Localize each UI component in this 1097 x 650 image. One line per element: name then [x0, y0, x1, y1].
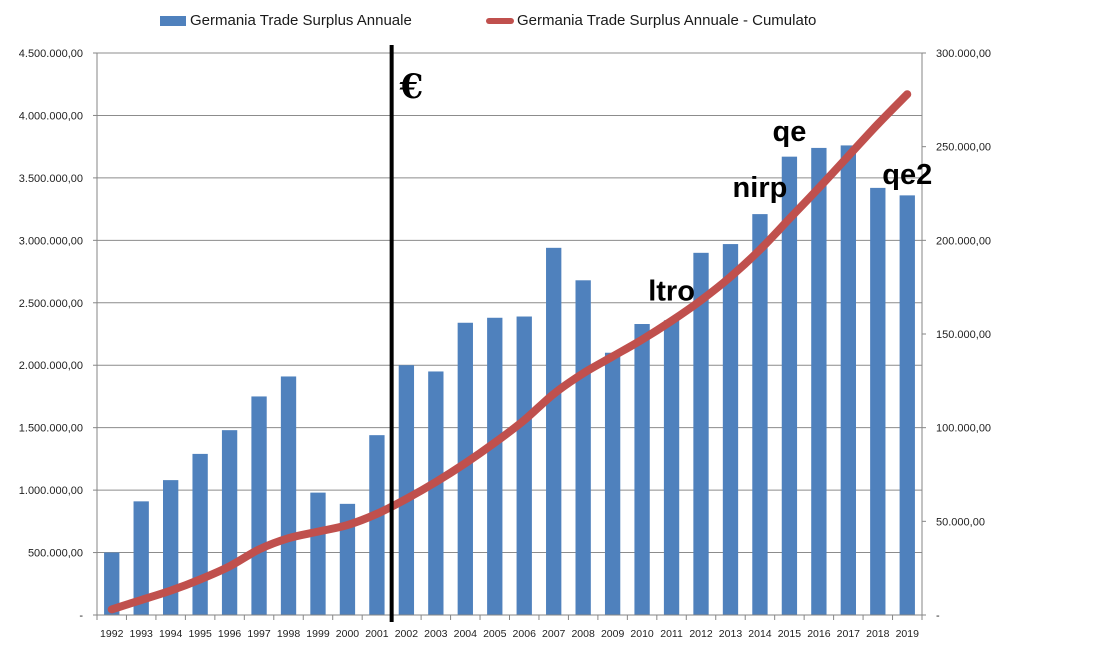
y-right-tick-label: 300.000,00 [936, 48, 991, 60]
legend-line-label: Germania Trade Surplus Annuale - Cumulat… [517, 12, 817, 29]
y-axis-right: - 50.000,00 100.000,00 150.000,00 200.000,00… [921, 48, 991, 622]
cumulative-line [107, 90, 912, 614]
x-tick-label-1995: 1995 [188, 628, 212, 640]
x-tick-label-2009: 2009 [601, 628, 625, 640]
line-series [107, 90, 912, 614]
legend-item-line: Germania Trade Surplus Annuale - Cumulat… [486, 12, 816, 29]
x-tick-label-2013: 2013 [719, 628, 743, 640]
bar-1996 [221, 430, 238, 615]
y-right-tick-label: 150.000,00 [936, 329, 991, 341]
x-tick-label-2012: 2012 [689, 628, 713, 640]
x-tick-label-1994: 1994 [159, 628, 183, 640]
x-tick-label-2010: 2010 [630, 628, 654, 640]
x-tick-label-2007: 2007 [542, 628, 566, 640]
bar-1993 [133, 501, 149, 615]
legend-line-swatch [486, 17, 514, 24]
euro-label: € [399, 67, 424, 107]
bar-1998 [280, 376, 297, 615]
y-left-tick-label: 2.500.000,00 [19, 298, 83, 310]
bar-2000 [339, 503, 356, 615]
x-axis: 1992 1993 1994 1995 1996 1997 1998 1999 2000 2001… [96, 614, 923, 640]
y-left-tick-label: 500.000,00 [28, 548, 83, 560]
legend-bar-label: Germania Trade Surplus Annuale [190, 12, 412, 29]
x-tick-label-1998: 1998 [277, 628, 301, 640]
x-tick-label-2016: 2016 [807, 628, 831, 640]
bar-2002 [398, 365, 415, 615]
y-left-tick-label: 1.000.000,00 [19, 485, 83, 497]
bar-1995 [192, 453, 208, 615]
x-tick-label-2014: 2014 [748, 628, 772, 640]
annotation-qe2: qe2 [882, 159, 932, 191]
y-left-tick-label: 4.000.000,00 [19, 110, 83, 122]
bar-2013 [722, 244, 739, 615]
bar-2009 [604, 352, 621, 615]
x-tick-label-1992: 1992 [100, 628, 124, 640]
bar-2004 [457, 322, 473, 615]
x-tick-label-2000: 2000 [336, 628, 360, 640]
x-tick-label-2003: 2003 [424, 628, 448, 640]
legend-bar-swatch [160, 15, 186, 26]
y-left-tick-label: 4.500.000,00 [19, 48, 83, 60]
bar-2011 [663, 320, 680, 615]
y-left-tick-label: 1.500.000,00 [19, 423, 83, 435]
bar-1992 [104, 552, 120, 615]
y-left-tick-label: 3.000.000,00 [19, 235, 83, 247]
bar-1994 [163, 480, 179, 615]
bar-1999 [310, 492, 326, 615]
x-tick-label-2006: 2006 [513, 628, 537, 640]
x-tick-label-1993: 1993 [130, 628, 154, 640]
x-tick-label-2011: 2011 [660, 628, 683, 640]
x-tick-label-1999: 1999 [306, 628, 330, 640]
bar-2005 [487, 317, 503, 615]
bar-2007 [546, 247, 562, 615]
bar-2015 [781, 156, 798, 615]
x-tick-label-2008: 2008 [571, 628, 595, 640]
x-tick-label-2005: 2005 [483, 628, 507, 640]
bar-1997 [251, 396, 267, 615]
x-tick-label-2015: 2015 [778, 628, 802, 640]
x-tick-label-2001: 2001 [365, 628, 389, 640]
x-tick-label-2019: 2019 [896, 628, 920, 640]
annotation-nirp: nirp [733, 172, 788, 204]
y-right-tick-label: 200.000,00 [936, 235, 991, 247]
legend-item-bar: Germania Trade Surplus Annuale [160, 12, 412, 29]
bar-2012 [693, 252, 709, 616]
x-tick-label-2002: 2002 [395, 628, 419, 640]
y-axis-left: - 500.000,00 1.000.000,00 1.500.000,00 2.000… [19, 48, 98, 622]
bar-series [104, 145, 915, 616]
bar-2019 [899, 195, 915, 615]
y-left-tick-label: 3.500.000,00 [19, 173, 83, 185]
x-tick-label-2004: 2004 [454, 628, 478, 640]
bar-2003 [428, 371, 444, 615]
bar-2006 [516, 316, 532, 615]
bar-2016 [811, 147, 827, 615]
annotations: ltro nirp qe qe2 [648, 116, 932, 307]
bar-2001 [369, 435, 385, 615]
legend: Germania Trade Surplus Annuale Germania … [0, 12, 1097, 34]
bar-2014 [752, 214, 768, 615]
y-left-tick-label: - [79, 610, 83, 622]
y-right-tick-label: 100.000,00 [936, 423, 991, 435]
y-right-tick-label: 250.000,00 [936, 142, 991, 154]
annotation-qe: qe [772, 116, 806, 148]
bar-2017 [840, 145, 856, 615]
y-right-tick-label: - [936, 610, 940, 622]
annotation-ltro: ltro [648, 275, 695, 307]
bar-2018 [870, 187, 886, 615]
x-tick-label-2018: 2018 [866, 628, 890, 640]
y-right-tick-label: 50.000,00 [936, 516, 985, 528]
y-left-tick-label: 2.000.000,00 [19, 360, 83, 372]
bar-2010 [634, 324, 650, 615]
x-tick-label-1997: 1997 [247, 628, 271, 640]
euro-marker: € [389, 45, 424, 622]
x-tick-label-2017: 2017 [837, 628, 861, 640]
x-tick-label-1996: 1996 [218, 628, 242, 640]
bar-2008 [575, 280, 591, 615]
